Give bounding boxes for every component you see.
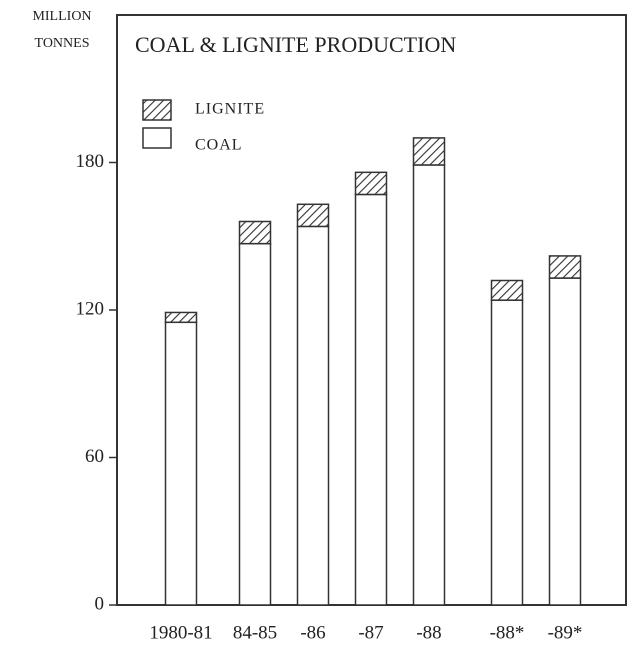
lignite-bar [238,220,272,245]
legend-swatch [142,99,172,121]
x-tick-label: 84-85 [233,622,277,643]
coal-bar [296,225,330,606]
coal-bar [238,242,272,606]
coal-bar [354,193,388,606]
x-tick-label: -88 [416,622,441,643]
lignite-bar [354,171,388,196]
legend-swatch [142,127,172,149]
coal-bar [490,299,524,606]
x-tick-label: -89* [548,622,583,643]
x-tick-label: -88* [490,622,525,643]
y-tick-label: 60 [85,446,104,467]
lignite-bar [490,279,524,301]
y-tick-label: 120 [76,298,105,319]
chart-title: COAL & LIGNITE PRODUCTION [135,32,456,57]
x-tick-label: -87 [358,622,383,643]
y-axis-label: TONNES [35,36,90,51]
coal-bar [164,321,198,606]
lignite-bar [412,137,446,166]
coal-bar [412,164,446,606]
legend-label: COAL [195,137,243,154]
x-tick-label: -86 [300,622,325,643]
lignite-bar [548,255,582,279]
y-tick-label: 0 [95,593,105,614]
lignite-bar [164,311,198,324]
x-tick-label: 1980-81 [149,622,212,643]
coal-bar [548,277,582,606]
y-tick-label: 180 [76,151,105,172]
lignite-bar [296,203,330,228]
legend-label: LIGNITE [195,101,265,118]
y-axis-label: MILLION [32,9,91,24]
